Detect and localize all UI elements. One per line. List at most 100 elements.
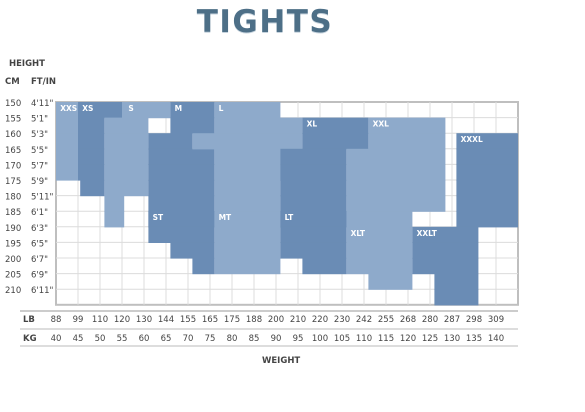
- zone-cell: [302, 117, 369, 134]
- zone-cell: [170, 102, 215, 119]
- zone-cell: [346, 164, 446, 181]
- zone-cell: [214, 226, 281, 243]
- zone-xxs: [56, 102, 78, 181]
- zone-cell: [104, 133, 149, 150]
- cm-tick: 155: [5, 115, 21, 125]
- lb-tick: 298: [466, 315, 482, 325]
- zone-cell: [56, 133, 78, 150]
- lb-tick: 88: [51, 315, 62, 325]
- lb-tick: 220: [312, 315, 328, 325]
- zone-label-xxxl: XXXL: [461, 135, 483, 144]
- zone-cell: [78, 102, 122, 119]
- zone-cell: [280, 164, 347, 181]
- ftin-tick: 5'11": [31, 193, 54, 203]
- ftin-tick: 6'3": [31, 224, 48, 234]
- kg-tick: 130: [444, 334, 460, 344]
- cm-tick: 150: [5, 99, 21, 109]
- zone-cell: [280, 242, 347, 259]
- zone-label-xxl: XXL: [373, 120, 390, 129]
- zone-label-l: L: [219, 104, 224, 113]
- zone-cell: [122, 102, 171, 119]
- zone-cell: [56, 164, 78, 181]
- kg-tick: 70: [183, 334, 194, 344]
- kg-tick: 125: [422, 334, 438, 344]
- zone-cell: [368, 133, 446, 150]
- zone-cell: [80, 180, 105, 197]
- zone-cell: [192, 258, 215, 275]
- ftin-tick: 5'5": [31, 146, 48, 156]
- lb-tick: 280: [422, 315, 438, 325]
- kg-tick: 115: [378, 334, 394, 344]
- kg-tick: 55: [117, 334, 128, 344]
- lb-tick: 130: [136, 315, 152, 325]
- zone-cell: [456, 148, 518, 165]
- cm-tick: 180: [5, 193, 21, 203]
- zone-xs: [78, 102, 122, 197]
- axis-ticks: 150 4'11" 155 5'1" 160 5'3" 165 5'5" 170 5'7" 175 5…: [5, 99, 518, 347]
- zone-cell: [302, 258, 347, 275]
- zone-mt: [214, 211, 281, 275]
- zone-cell: [346, 211, 413, 228]
- lb-tick: 120: [114, 315, 130, 325]
- zone-cell: [104, 180, 149, 197]
- lb-tick: 210: [290, 315, 306, 325]
- zone-cell: [148, 195, 215, 212]
- zone-label-st: ST: [153, 213, 164, 222]
- kg-tick: 100: [312, 334, 328, 344]
- zone-label-mt: MT: [219, 213, 232, 222]
- zone-cell: [148, 133, 193, 150]
- cm-tick: 170: [5, 161, 21, 171]
- zone-label-xl: XL: [307, 120, 318, 129]
- chart-title: TIGHTS: [196, 4, 334, 40]
- zone-cell: [214, 242, 281, 259]
- zone-cell: [280, 226, 347, 243]
- zone-cell: [148, 211, 215, 228]
- kg-tick: 135: [466, 334, 482, 344]
- zone-cell: [434, 273, 479, 290]
- zone-st: [148, 211, 215, 275]
- zone-cell: [192, 133, 303, 150]
- zone-label-xxs: XXS: [60, 104, 77, 113]
- ftin-tick: 4'11": [31, 99, 54, 109]
- cm-tick: 185: [5, 208, 21, 218]
- zone-label-m: M: [175, 104, 182, 113]
- zone-cell: [214, 195, 281, 212]
- kg-tick: 140: [488, 334, 504, 344]
- zone-cell: [346, 258, 413, 275]
- zone-cell: [368, 117, 446, 134]
- zone-cell: [346, 148, 446, 165]
- lb-tick: 175: [224, 315, 240, 325]
- zone-cell: [346, 226, 413, 243]
- zone-label-s: S: [128, 104, 133, 113]
- zone-cell: [170, 117, 215, 134]
- kg-row-title: KG: [23, 334, 37, 344]
- kg-tick: 75: [205, 334, 216, 344]
- zone-cell: [412, 226, 479, 243]
- lb-tick: 309: [488, 315, 504, 325]
- kg-tick: 105: [334, 334, 350, 344]
- zone-cell: [280, 211, 347, 228]
- zone-label-xxlt: XXLT: [417, 229, 438, 238]
- ftin-tick: 6'1": [31, 208, 48, 218]
- ftin-tick: 6'11": [31, 286, 54, 296]
- zone-xlt: [346, 226, 413, 290]
- zone-cell: [280, 180, 347, 197]
- weight-axis-title: WEIGHT: [262, 356, 300, 366]
- ftin-tick: 5'1": [31, 115, 48, 125]
- size-zones: [56, 102, 518, 306]
- height-axis-title: HEIGHT: [9, 59, 45, 69]
- cm-column-title: CM: [5, 77, 20, 87]
- zone-cell: [456, 211, 518, 228]
- zone-cell: [412, 258, 479, 275]
- cm-tick: 175: [5, 177, 21, 187]
- zone-cell: [346, 242, 413, 259]
- lb-tick: 287: [444, 315, 460, 325]
- lb-tick: 230: [334, 315, 350, 325]
- cm-tick: 210: [5, 286, 21, 296]
- zone-cell: [104, 117, 149, 134]
- zone-cell: [214, 117, 303, 134]
- lb-tick: 255: [378, 315, 394, 325]
- zone-cell: [148, 148, 215, 165]
- kg-tick: 90: [271, 334, 282, 344]
- zone-cell: [104, 164, 149, 181]
